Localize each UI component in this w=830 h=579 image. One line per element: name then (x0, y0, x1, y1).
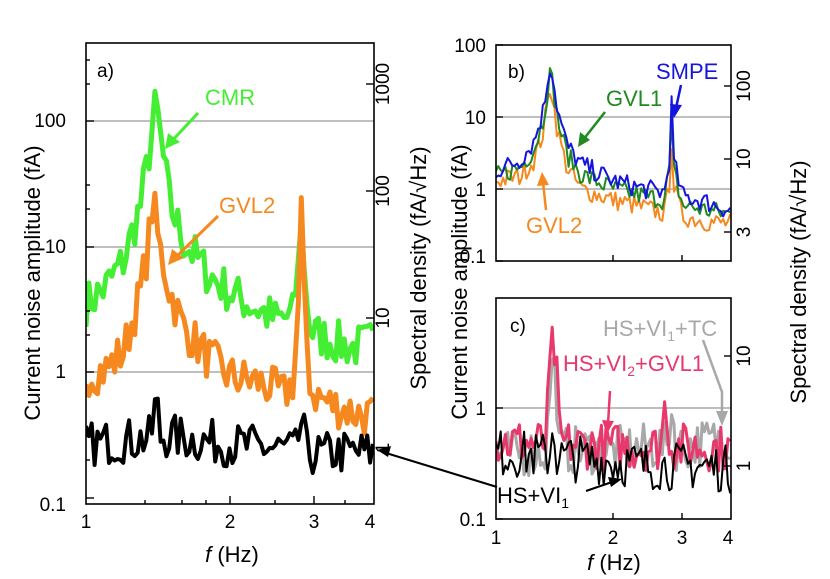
panel-a-xtick-label: 2 (225, 512, 236, 533)
arrow-hs-vi1-to-c-head (608, 477, 622, 487)
panel-b-ticks (496, 44, 731, 262)
annotation-hs-vi2-gvl1: HS+VI2+GVL1 (563, 351, 704, 379)
panel-a-xtick-label: 4 (365, 512, 376, 533)
annotation-gvl2: GVL2 (219, 193, 275, 218)
panel-c-ytick-label: 0.1 (460, 510, 486, 531)
panel-c-xtick-label: 4 (723, 528, 734, 549)
series-line-gvl2 (86, 190, 374, 437)
arrow-hs-vi2-gvl1 (606, 390, 612, 425)
x-axis-unit: (Hz) (593, 550, 641, 575)
annotation-hs-vi2-gvl1-tail: +GVL1 (635, 351, 704, 376)
annotation-smpe: SMPE (656, 59, 718, 84)
panel-a-chart: 100 10 1 0.1 1 2 3 4 1000 100 10 1 Curre… (20, 42, 431, 567)
panel-a-xtick-label: 1 (81, 512, 92, 533)
arrow-hs-vi1-to-a-head (377, 446, 391, 457)
panel-a-y2ticks (366, 83, 374, 449)
panel-a-y2tick-label: 100 (373, 175, 394, 207)
panel-b-chart: 100 10 1 0.1 100 10 3 b) SMPE GVL1 GVL2 (454, 36, 755, 268)
annotation-gvl1: GVL1 (606, 86, 662, 111)
arrow-hs-vi1-to-c (585, 481, 613, 492)
annotation-cmr: CMR (205, 85, 255, 110)
series-line-cmr (86, 88, 374, 366)
panel-c-xtick-label: 3 (677, 528, 688, 549)
panel-c-ytick-label: 1 (475, 399, 486, 420)
panel-b-ytick-label: 100 (454, 36, 486, 57)
panel-c-label: c) (510, 316, 526, 337)
annotation-gvl2-b: GVL2 (526, 213, 582, 238)
panel-a-y2tick-label: 1000 (373, 63, 394, 105)
panel-c-xtick-label: 2 (608, 528, 619, 549)
panel-b-y2tick-label: 100 (734, 70, 755, 102)
panel-a-x-axis-label: f (Hz) (205, 542, 259, 567)
panel-a-ytick-label: 0.1 (40, 495, 66, 516)
panel-a-label: a) (97, 61, 114, 82)
annotation-hs-vi1-sub: 1 (561, 495, 569, 511)
panel-a-yticks (86, 59, 94, 499)
series-line-hs-vi1 (86, 396, 374, 475)
arrow-hs-vi2-gvl1-head (602, 420, 614, 434)
arrow-smpe (674, 84, 683, 109)
panel-a-ytick-label: 10 (45, 237, 66, 258)
series-line-smpe (496, 72, 731, 218)
arrow-cmr-head (165, 133, 180, 149)
annotation-hs-vi1-tc-sub: 1 (667, 328, 675, 344)
arrow-hs-vi1-tc (701, 339, 724, 415)
arrow-gvl1 (582, 111, 606, 141)
panel-b-y-axis-label: Current noise amplitude (fA) (447, 144, 472, 419)
panel-b-y2-axis-label: Spectral density (fA/√Hz) (786, 160, 811, 403)
arrow-gvl2-b (541, 181, 548, 211)
panel-a-xticks (144, 496, 346, 504)
panel-a-ytick-label: 100 (34, 111, 66, 132)
panel-a-ytick-label: 1 (55, 362, 66, 383)
panel-a-y2tick-label: 10 (373, 307, 394, 328)
annotation-hs-vi2-gvl1-sub: 2 (627, 363, 635, 379)
panel-b-y2tick-label: 10 (734, 148, 755, 169)
arrow-gvl2-head (168, 249, 184, 265)
annotation-hs-vi1-tc: HS+VI1+TC (603, 316, 717, 344)
annotation-hs-vi1: HS+VI1 (497, 483, 569, 511)
panel-b-ytick-label: 0.1 (460, 247, 486, 268)
panel-b-ytick-label: 1 (475, 180, 486, 201)
panel-c-ticks (496, 355, 731, 520)
panel-b-y2tick-label: 3 (734, 227, 755, 238)
arrow-hs-vi1-to-a (385, 452, 498, 488)
arrow-hs-vi1-tc-head (716, 411, 728, 426)
annotation-hs-vi1-tc-main: HS+VI (603, 316, 667, 341)
panel-c-y2tick-label: 1 (734, 461, 755, 472)
arrow-gvl2-b-head (537, 172, 549, 186)
panel-c-xtick-label: 1 (491, 528, 502, 549)
series-line-hs-vi1-tc (496, 355, 731, 478)
panel-a-y2-axis-label: Spectral density (fA/√Hz) (406, 146, 431, 389)
panel-c-y2tick-label: 10 (734, 345, 755, 366)
arrow-gvl2 (173, 214, 220, 260)
x-axis-symbol: f (205, 542, 214, 567)
arrow-smpe-head (670, 104, 682, 118)
panel-c-x-axis-label: f (Hz) (587, 550, 641, 575)
annotation-hs-vi1-tc-tail: +TC (675, 316, 717, 341)
arrow-cmr (168, 111, 200, 145)
panel-b-label: b) (508, 62, 525, 83)
panel-b-ytick-label: 10 (465, 108, 486, 129)
panel-a-y-axis-label: Current noise amplitude (fA) (20, 145, 45, 420)
x-axis-unit: (Hz) (211, 542, 259, 567)
annotation-hs-vi2-gvl1-main: HS+VI (563, 351, 627, 376)
panel-c-chart: 1 0.1 10 1 1 2 3 4 f (Hz) c) Current noi… (377, 144, 811, 575)
series-line-gvl2 (496, 93, 731, 232)
x-axis-symbol: f (587, 550, 596, 575)
arrow-gvl1-head (578, 132, 590, 147)
annotation-hs-vi1-main: HS+VI (497, 483, 561, 508)
panel-a-xtick-label: 3 (309, 512, 320, 533)
panel-a-y2tick-label: 1 (373, 443, 394, 454)
